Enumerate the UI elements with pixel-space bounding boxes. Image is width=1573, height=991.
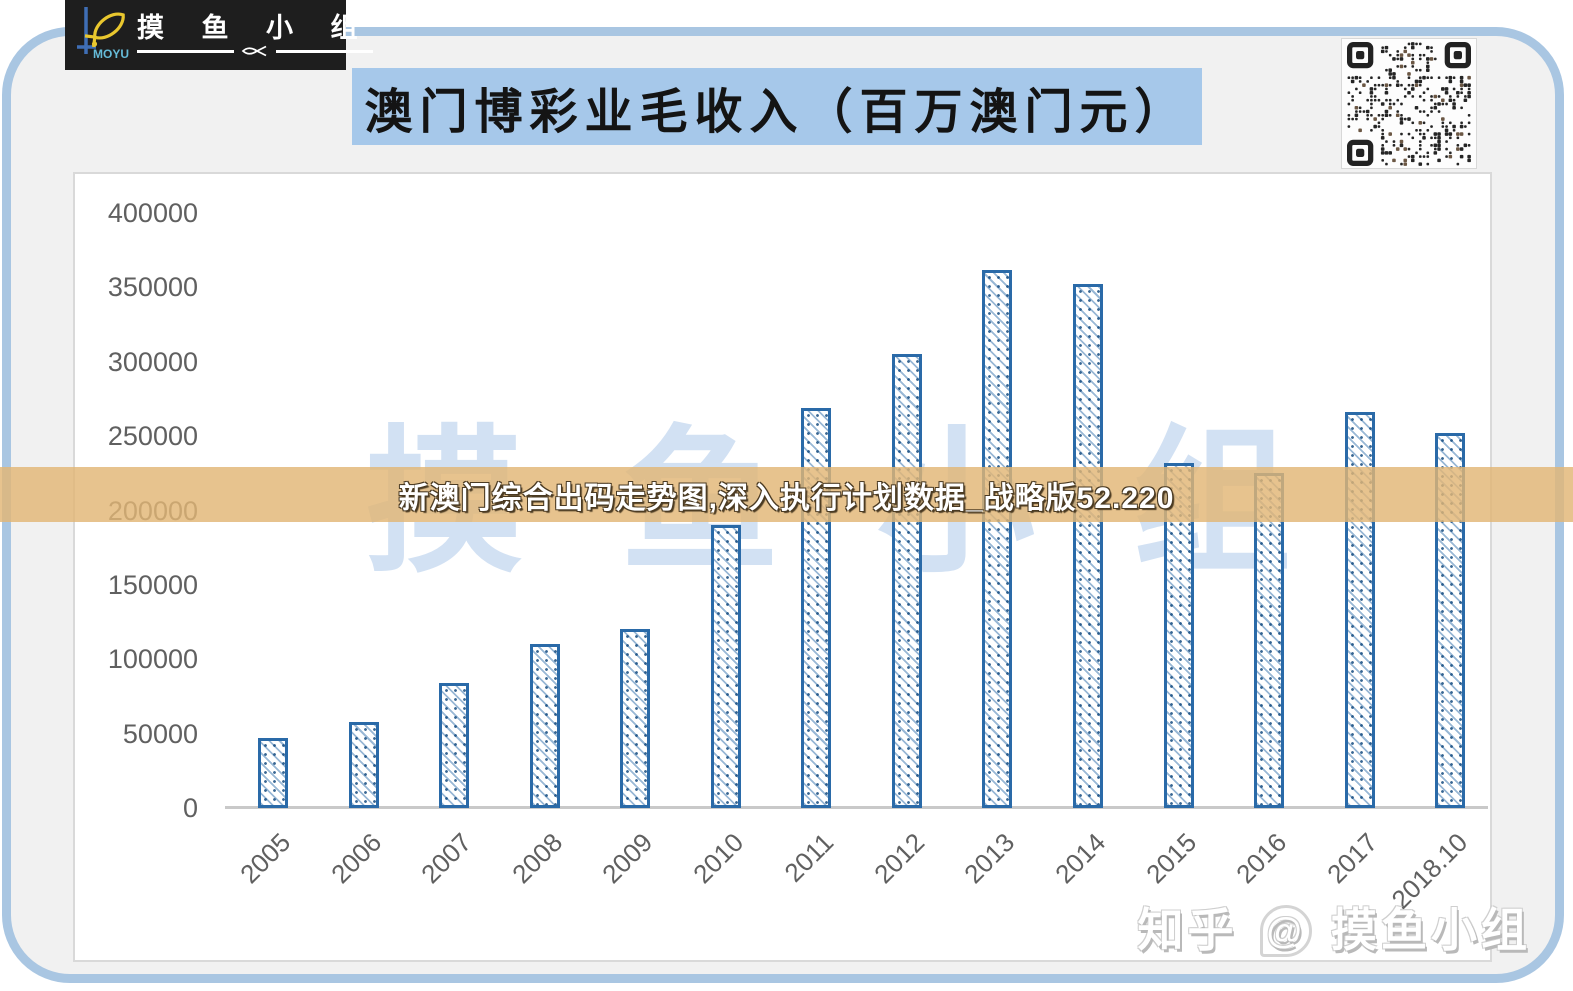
y-axis-tick-label: 100000 <box>107 644 198 675</box>
corner-watermark-prefix: 知乎 <box>1137 904 1238 956</box>
bar-2012 <box>892 354 922 808</box>
y-axis-tick-label: 300000 <box>107 346 198 377</box>
bar-2014 <box>1073 284 1103 808</box>
x-axis-line <box>225 806 1488 809</box>
qr-code-icon <box>1347 41 1471 166</box>
logo-bar: MOYU 摸 鱼 小 组 <box>65 0 373 70</box>
bar-2009 <box>620 629 650 808</box>
overlay-band: 新澳门综合出码走势图,深入执行计划数据_战略版52.220 <box>0 467 1573 522</box>
y-axis-tick-label: 250000 <box>107 421 198 452</box>
page-title: 澳门博彩业毛收入（百万澳门元） <box>364 85 1190 139</box>
logo-divider <box>137 45 373 57</box>
qr-code <box>1341 38 1477 169</box>
y-axis-tick-label: 350000 <box>107 272 198 303</box>
bar-2015 <box>1164 463 1194 808</box>
at-bubble-icon: @ <box>1260 904 1313 957</box>
bar-2008 <box>530 644 560 808</box>
y-axis-tick-label: 150000 <box>107 569 198 600</box>
logo-name: 摸 鱼 小 组 <box>137 13 373 43</box>
title-banner: 澳门博彩业毛收入（百万澳门元） <box>352 68 1202 145</box>
y-axis-tick-label: 0 <box>182 793 198 823</box>
fish-logo-icon: MOYU <box>71 2 133 69</box>
corner-watermark: 知乎 @ 摸鱼小组 <box>1137 894 1531 963</box>
overlay-band-text: 新澳门综合出码走势图,深入执行计划数据_战略版52.220 <box>398 481 1175 515</box>
bar-2006 <box>349 722 379 808</box>
bar-2007 <box>439 683 469 808</box>
svg-text:MOYU: MOYU <box>93 47 129 61</box>
bar-2016 <box>1254 473 1284 808</box>
fish-divider-icon <box>241 45 267 57</box>
bar-2010 <box>711 525 741 808</box>
y-axis-tick-label: 400000 <box>107 198 198 228</box>
bar-2005 <box>258 738 288 808</box>
y-axis-tick-label: 50000 <box>122 718 198 749</box>
corner-watermark-suffix: 摸鱼小组 <box>1331 904 1531 956</box>
bar-2013 <box>982 270 1012 808</box>
